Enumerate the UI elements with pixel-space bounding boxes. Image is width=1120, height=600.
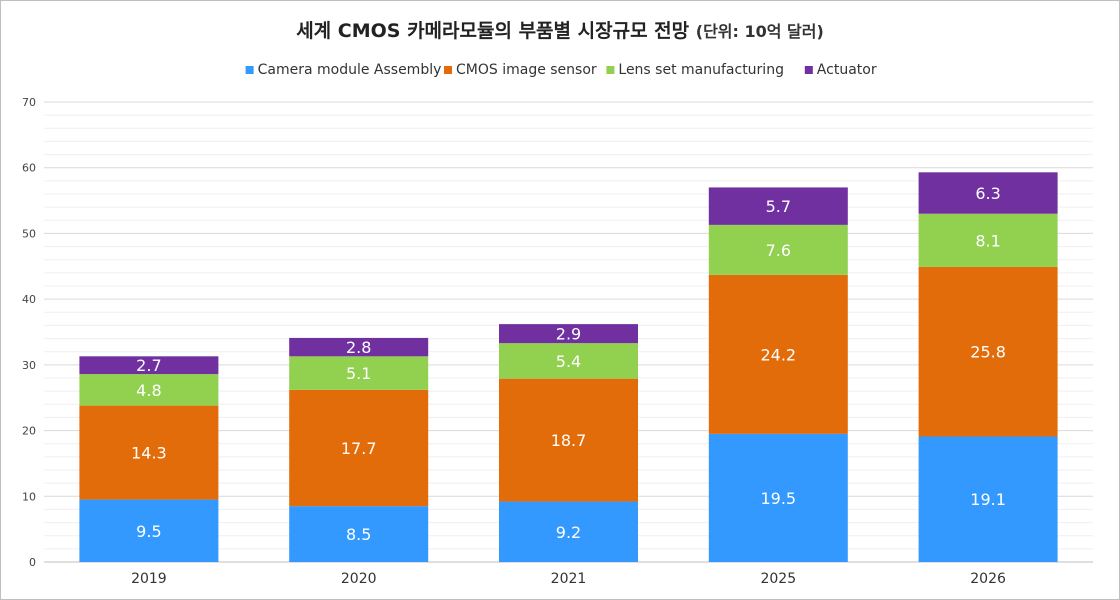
data-label: 19.5 bbox=[760, 489, 796, 508]
bar-segment bbox=[708, 224, 848, 275]
x-tick-label: 2026 bbox=[970, 571, 1006, 587]
x-tick-label: 2021 bbox=[551, 571, 587, 587]
bar-segment bbox=[918, 213, 1058, 267]
data-label: 18.7 bbox=[551, 431, 587, 450]
y-tick-label: 60 bbox=[22, 162, 36, 175]
y-tick-label: 70 bbox=[22, 96, 36, 109]
data-label: 5.4 bbox=[556, 352, 581, 371]
y-tick-label: 0 bbox=[29, 556, 36, 569]
y-tick-label: 20 bbox=[22, 425, 36, 438]
x-tick-label: 2019 bbox=[131, 571, 167, 587]
legend-label: CMOS image sensor bbox=[456, 62, 597, 78]
data-label: 17.7 bbox=[341, 439, 377, 458]
data-label: 2.8 bbox=[346, 338, 371, 357]
y-tick-label: 50 bbox=[22, 227, 36, 240]
data-label: 6.3 bbox=[975, 184, 1000, 203]
bar-segment bbox=[79, 356, 219, 375]
bar-segment bbox=[918, 172, 1058, 214]
chart-unit-label: (단위: 10억 달러) bbox=[695, 22, 824, 41]
legend-swatch bbox=[804, 66, 813, 74]
data-label: 5.1 bbox=[346, 364, 371, 383]
bar-segment bbox=[79, 374, 219, 406]
y-tick-label: 10 bbox=[22, 490, 36, 503]
legend-label: Camera module Assembly bbox=[258, 62, 442, 78]
bar-segment bbox=[499, 324, 638, 344]
bar-segment bbox=[499, 501, 638, 562]
bar-segment bbox=[708, 433, 848, 562]
bar-segment bbox=[79, 499, 219, 562]
x-tick-label: 2025 bbox=[760, 571, 796, 587]
bar-segment bbox=[708, 274, 848, 434]
bar-segment bbox=[499, 343, 638, 379]
data-label: 24.2 bbox=[760, 345, 796, 364]
bar-segment bbox=[918, 266, 1058, 437]
bar-segment bbox=[289, 506, 429, 562]
chart-title-text: 세계 CMOS 카메라모듈의 부품별 시장규모 전망 bbox=[296, 20, 690, 42]
data-label: 5.7 bbox=[766, 197, 791, 216]
y-tick-label: 30 bbox=[22, 359, 36, 372]
data-label: 9.5 bbox=[136, 522, 161, 541]
bar-segment bbox=[289, 356, 429, 390]
data-label: 7.6 bbox=[766, 241, 791, 260]
legend-swatch bbox=[245, 66, 254, 74]
legend-label: Lens set manufacturing bbox=[618, 62, 784, 78]
data-label: 14.3 bbox=[131, 444, 167, 463]
chart-title: 세계 CMOS 카메라모듈의 부품별 시장규모 전망 (단위: 10억 달러) bbox=[0, 16, 1120, 43]
bar-segment bbox=[918, 436, 1058, 562]
data-label: 8.5 bbox=[346, 525, 371, 544]
data-label: 9.2 bbox=[556, 523, 581, 542]
bar-segment bbox=[499, 378, 638, 502]
data-label: 19.1 bbox=[970, 490, 1006, 509]
y-tick-label: 40 bbox=[22, 293, 36, 306]
bar-segment bbox=[289, 337, 429, 357]
data-label: 2.9 bbox=[556, 325, 581, 344]
bar-segment bbox=[289, 389, 429, 507]
data-label: 8.1 bbox=[975, 231, 1000, 250]
legend-label: Actuator bbox=[817, 62, 877, 78]
bar-segment bbox=[79, 405, 219, 500]
legend-swatch bbox=[606, 66, 615, 74]
bar-segment bbox=[708, 187, 848, 225]
data-label: 25.8 bbox=[970, 343, 1006, 362]
data-label: 4.8 bbox=[136, 381, 161, 400]
x-tick-label: 2020 bbox=[341, 571, 377, 587]
legend-swatch bbox=[444, 66, 452, 74]
data-label: 2.7 bbox=[136, 356, 161, 375]
